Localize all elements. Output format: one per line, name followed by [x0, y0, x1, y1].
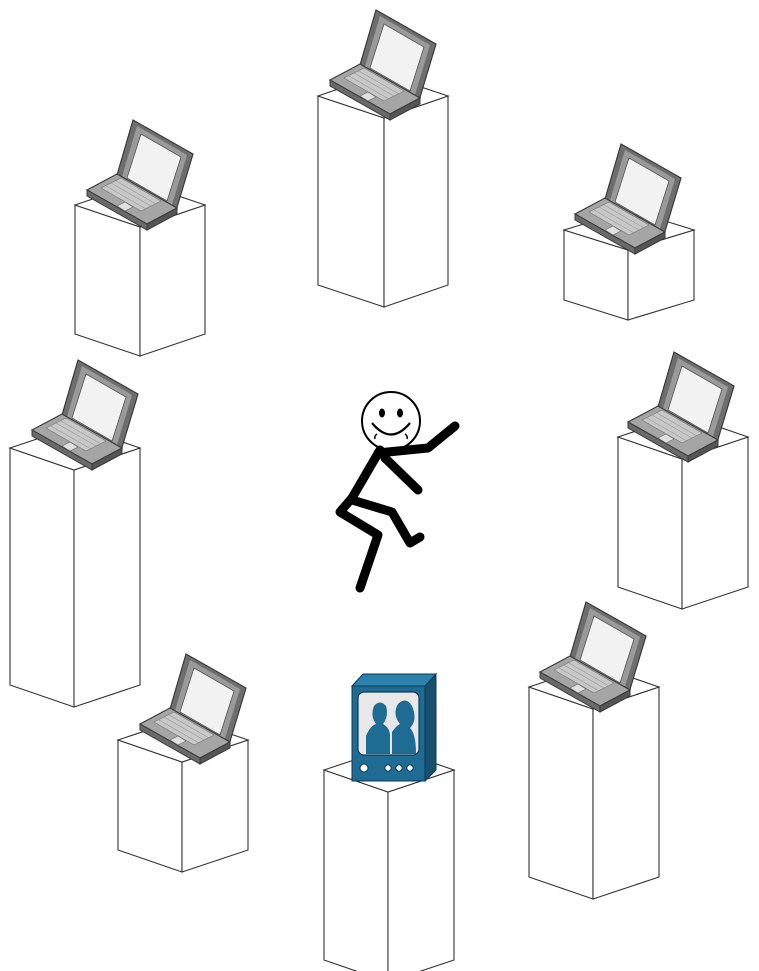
station-middle-left — [8, 359, 142, 708]
pedestal-front — [9, 447, 75, 708]
station-top-center — [316, 9, 450, 308]
pedestal-front — [528, 686, 594, 900]
pedestal-front — [317, 95, 385, 308]
pedestal-front — [617, 436, 683, 610]
pedestal-front — [74, 204, 141, 357]
pedestal-side — [73, 447, 141, 708]
television-icon — [350, 672, 438, 783]
station-top-left — [73, 119, 207, 357]
pedestal-side — [592, 686, 660, 900]
pedestal-side — [387, 769, 455, 971]
station-top-right — [562, 143, 696, 321]
station-bottom-left — [116, 653, 250, 873]
pedestal-side — [383, 95, 449, 308]
station-bottom-center — [322, 672, 456, 971]
dancing-stick-figure-icon — [335, 391, 460, 593]
pedestal-front — [117, 739, 183, 873]
pedestal-front — [323, 769, 389, 971]
station-bottom-right — [527, 601, 661, 900]
station-middle-right — [616, 351, 750, 610]
pedestal-side — [681, 436, 749, 610]
stations-layer — [8, 9, 750, 971]
smiley-face-icon — [361, 391, 421, 451]
